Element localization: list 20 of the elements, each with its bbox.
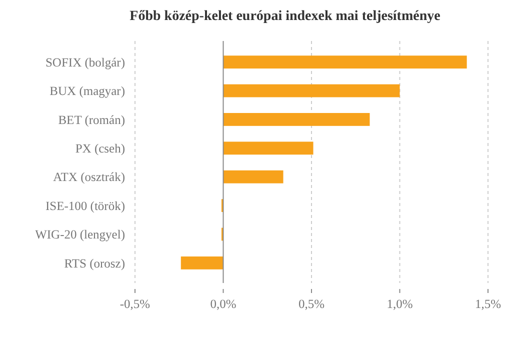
x-tick-label: 0,0% — [210, 297, 236, 311]
y-tick-label: BET (román) — [58, 112, 125, 127]
y-tick-label: ATX (osztrák) — [53, 170, 125, 184]
bar — [180, 256, 224, 270]
bar — [223, 84, 400, 98]
x-tick-label: 1,0% — [386, 297, 413, 311]
bar — [223, 113, 370, 126]
x-tick-label: 0,5% — [298, 297, 325, 311]
bar — [223, 56, 467, 69]
x-tick-label: -0,5% — [120, 297, 150, 311]
y-tick-label: RTS (orosz) — [64, 256, 125, 270]
y-tick-label: WIG-20 (lengyel) — [35, 228, 125, 242]
x-tick-label: 1,5% — [474, 297, 502, 311]
chart-title: Főbb közép-kelet európai indexek mai teljesítménye — [130, 9, 440, 24]
y-tick-label: PX (cseh) — [75, 142, 125, 156]
bar — [223, 170, 284, 184]
y-tick-label: BUX (magyar) — [50, 84, 125, 98]
y-tick-label: ISE-100 (török) — [46, 198, 125, 213]
y-tick-label: SOFIX (bolgár) — [45, 55, 125, 70]
bar — [223, 142, 314, 155]
